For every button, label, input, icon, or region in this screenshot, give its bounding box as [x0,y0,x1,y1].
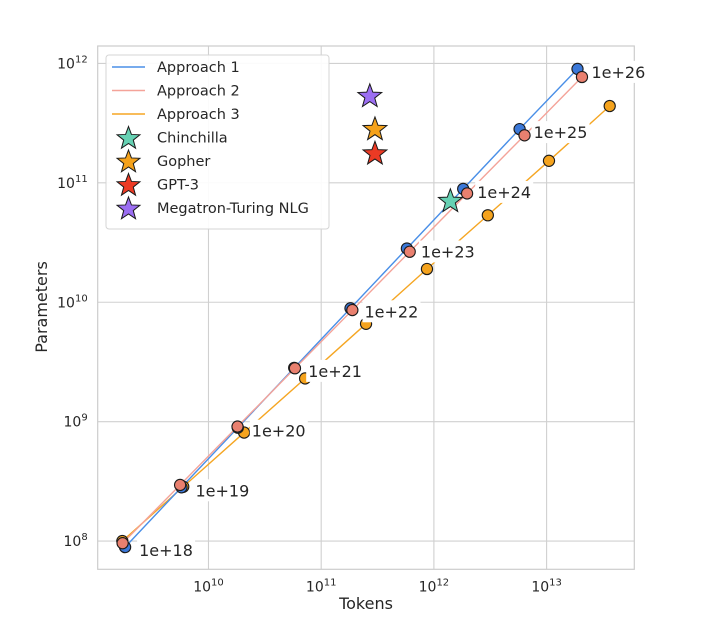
x-tick-label: 1013 [531,577,562,595]
legend-star-megatron-turing-nlg [115,195,142,220]
y-tick-label: 109 [63,413,87,431]
marker-approach-2 [346,303,359,317]
star-megatron-turing-nlg [356,82,384,108]
legend-label: Chinchilla [157,131,228,147]
y-tick-label: 1011 [57,174,88,192]
plot-frame [97,45,635,570]
legend-label: Approach 2 [157,84,240,100]
marker-approach-2 [288,362,302,375]
y-axis-ticks: 108 109 1010 1011 1012 [57,54,88,550]
legend-star-gpt-3 [115,172,142,197]
star-gopher [361,115,389,141]
flops-label-bg [137,539,196,562]
marker-approach-2 [518,129,531,142]
marker-approach-2 [173,478,187,492]
flops-label-bg [306,359,365,382]
x-axis-label: Tokens [338,594,393,613]
marker-approach-3 [420,262,434,276]
flops-label: 1e+21 [308,362,362,381]
marker-approach-2 [403,245,416,258]
legend-label: Approach 3 [157,107,240,123]
flops-label: 1e+23 [421,242,475,261]
flops-label: 1e+18 [139,541,193,560]
marker-approach-2 [231,420,244,433]
marker-approach-3 [481,209,494,222]
flops-label: 1e+19 [195,481,249,500]
star-chinchilla [437,187,464,213]
y-axis-label: Parameters [32,261,51,353]
flops-label-bg [589,60,648,83]
flops-label-bg [418,240,477,263]
legend-items: Approach 1 Approach 2 Approach 3 Chinchilla… [112,60,309,220]
flops-label: 1e+25 [534,123,588,142]
flops-label: 1e+20 [252,422,306,441]
marker-approach-2 [460,187,474,200]
flops-label: 1e+24 [477,183,531,202]
x-tick-label: 1010 [193,577,224,595]
flops-label-bg [475,180,534,203]
x-tick-label: 1012 [419,577,450,595]
legend-star-gopher [115,148,142,173]
legend-label: Approach 1 [157,60,240,76]
flops-label: 1e+26 [591,63,645,82]
legend-label: Gopher [157,154,210,170]
y-tick-label: 108 [63,532,87,550]
legend: Approach 1 Approach 2 Approach 3 Chinchilla… [105,54,330,230]
marker-approach-3 [542,154,556,167]
flops-labels: 1e+18 1e+19 1e+20 1e+21 1e+22 1e+23 1e+24 1e+25… [137,60,648,562]
star-gpt-3 [361,139,389,166]
marker-approach-2 [116,537,129,550]
flops-label-bg [362,300,421,323]
legend-star-chinchilla [115,125,142,150]
marker-approach-2 [575,70,589,84]
y-tick-label: 1012 [57,54,88,72]
x-axis-ticks: 1010 1011 1012 1013 [193,577,562,595]
y-tick-label: 1010 [57,293,88,311]
flops-label-bg [193,479,252,502]
model-stars [356,82,464,213]
flops-label-bg [249,419,308,442]
series-markers [116,62,616,554]
legend-label: GPT-3 [157,178,199,194]
x-tick-label: 1011 [306,577,337,595]
legend-label: Megatron-Turing NLG [157,201,309,217]
legend-box [105,54,330,230]
marker-approach-3 [603,99,616,113]
flops-label: 1e+22 [365,302,419,321]
flops-label-bg [531,121,590,144]
